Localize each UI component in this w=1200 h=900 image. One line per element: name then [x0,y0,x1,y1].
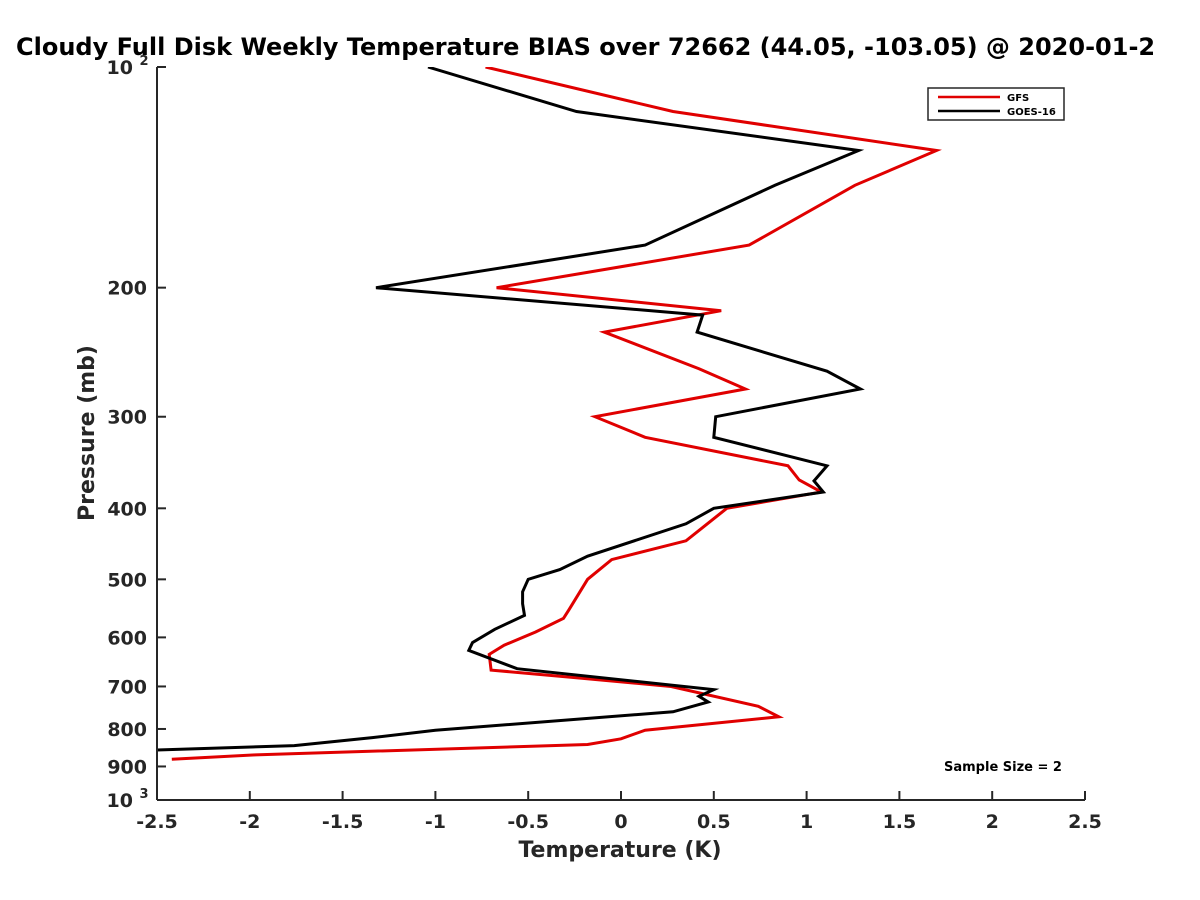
legend-label-goes-16: GOES-16 [1007,107,1056,118]
x-axis-label: Temperature (K) [518,838,721,863]
axes: -2.5 -2 -1.5 -1 -0.5 0 0.5 1 1.5 2 2.5 10 2 200 300 400… [107,54,1102,833]
y-tick-exponent: 2 [139,54,148,69]
y-tick-label: 200 [107,278,147,300]
x-tick-label: -0.5 [507,811,549,833]
x-tick-label: 1 [800,811,813,833]
x-tick-label: -1 [425,811,446,833]
x-tick-label: 1.5 [883,811,917,833]
y-tick-label: 700 [107,676,147,698]
x-tick-label: -2.5 [136,811,178,833]
legend-label-gfs: GFS [1007,93,1029,104]
x-tick-label: -1.5 [322,811,364,833]
chart-title: Cloudy Full Disk Weekly Temperature BIAS… [16,33,1155,61]
x-tick-label: 2 [986,811,999,833]
y-tick-label: 300 [107,407,147,429]
y-tick-label: 800 [107,719,147,741]
x-tick-label: 0 [614,811,627,833]
series-line-goes-16 [157,67,865,752]
legend: GFS GOES-16 [927,87,1065,121]
y-tick-exponent: 3 [139,787,148,802]
y-tick-label: 600 [107,627,147,649]
y-tick-label: 900 [107,756,147,778]
y-tick-label: 500 [107,569,147,591]
x-tick-label: -2 [239,811,260,833]
y-tick-label: 10 [107,790,133,812]
x-tick-label: 0.5 [697,811,731,833]
plot-area [157,67,942,761]
y-tick-label: 10 [107,57,133,79]
legend-box [927,87,1065,121]
y-tick-label: 400 [107,498,147,520]
series-line-gfs [171,67,942,761]
sample-size-annotation: Sample Size = 2 [944,760,1062,775]
y-axis-label: Pressure (mb) [75,345,100,521]
x-tick-label: 2.5 [1068,811,1102,833]
